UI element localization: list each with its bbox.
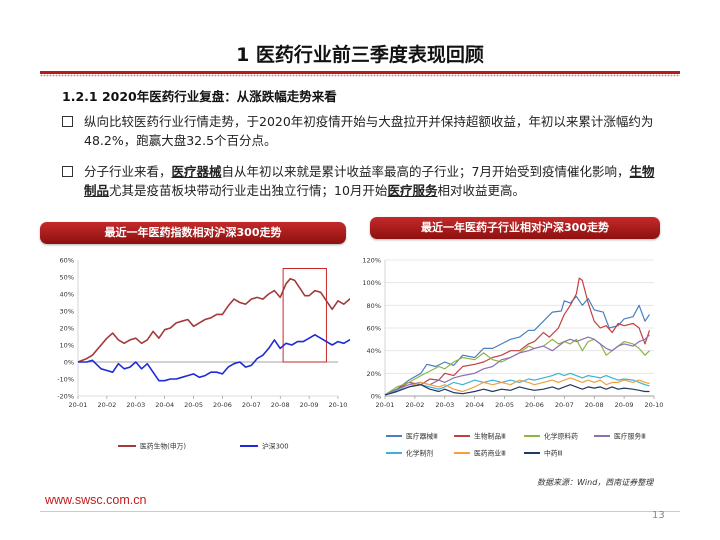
x-tick-label: 20-02 [405, 401, 424, 409]
x-tick-label: 20-01 [69, 401, 88, 409]
x-tick-label: 20-03 [126, 401, 145, 409]
title-divider [40, 71, 680, 74]
bullet-text: 分子行业来看，医疗器械自从年初以来就是累计收益率最高的子行业；7月开始受到疫情催… [84, 162, 662, 200]
x-tick-label: 20-10 [329, 401, 348, 409]
y-tick-label: 100% [362, 279, 381, 287]
legend-label: 医药商业Ⅲ [474, 449, 506, 458]
source-note: 数据来源：Wind，西南证券整理 [537, 478, 654, 487]
page-title: 1 医药行业前三季度表现回顾 [236, 44, 484, 66]
y-tick-label: 30% [60, 308, 74, 316]
bullet-text-part: 相对收益更高。 [437, 183, 525, 198]
legend-label: 医疗服务Ⅲ [614, 432, 646, 441]
legend-label: 化学制剂 [406, 449, 433, 458]
right-chart-legend: 医疗器械Ⅲ 生物制品Ⅲ 化学原料药 医疗服务Ⅲ 化学制剂 医药商业Ⅲ 中药Ⅲ [386, 432, 646, 458]
y-tick-label: 20% [367, 370, 381, 378]
y-tick-label: -20% [57, 393, 74, 401]
x-tick-label: 20-07 [555, 401, 574, 409]
section-heading: 1.2.1 2020年医药行业复盘：从涨跌幅走势来看 [62, 89, 337, 104]
right-chart: 0% 20% 40% 60% 80% 100% 120% 20-01 20-02 20-03 20-… [362, 257, 663, 458]
x-tick-label: 20-03 [435, 401, 454, 409]
series-line [384, 295, 651, 396]
page-number: 13 [652, 510, 665, 521]
x-tick-label: 20-08 [585, 401, 604, 409]
x-tick-label: 20-09 [300, 401, 319, 409]
x-tick-label: 20-01 [376, 401, 395, 409]
legend-label: 沪深300 [262, 442, 289, 451]
highlight-medical-services: 医疗服务 [387, 183, 438, 198]
left-chart-lines [77, 268, 350, 382]
left-chart-axes: -20% -10% 0% 10% 20% 30% 40% 50% 60% 20-01 20-02 20… [57, 257, 347, 410]
series-line [384, 372, 650, 396]
right-chart-header: 最近一年医药子行业相对沪深300走势 [370, 217, 660, 241]
y-tick-label: 40% [367, 347, 381, 355]
left-chart-header: 最近一年医药指数相对沪深300走势 [40, 222, 346, 244]
legend-label: 生物制品Ⅲ [474, 432, 506, 441]
square-bullet-icon [62, 166, 73, 177]
legend-label: 化学原料药 [544, 432, 578, 441]
right-chart-lines [384, 277, 651, 396]
y-tick-label: 120% [362, 257, 381, 265]
bullet-text-part: 分子行业来看， [84, 164, 172, 179]
bullet-text: 纵向比较医药行业行情走势，于2020年初疫情开始与大盘拉开并保持超额收益，年初以… [84, 112, 662, 150]
series-line [77, 277, 350, 363]
x-tick-label: 20-04 [155, 401, 174, 409]
bullet-text-part: 自从年初以来就是累计收益率最高的子行业；7月开始受到疫情催化影响， [221, 164, 630, 179]
y-tick-label: 60% [367, 325, 381, 333]
highlight-medical-devices: 医疗器械 [171, 164, 222, 179]
square-bullet-icon [62, 116, 73, 127]
right-chart-grid [385, 259, 654, 397]
series-line [384, 334, 650, 396]
left-chart: -20% -10% 0% 10% 20% 30% 40% 50% 60% 20-01 20-02 20… [57, 257, 350, 451]
x-tick-label: 20-06 [213, 401, 232, 409]
title-divider-dots [40, 74, 680, 77]
y-tick-label: 20% [60, 325, 74, 333]
legend-label: 医药生物(申万) [140, 442, 186, 451]
x-tick-label: 20-08 [271, 401, 290, 409]
series-line [78, 334, 350, 382]
y-tick-label: 0% [64, 359, 74, 367]
bullet-item-1: 纵向比较医药行业行情走势，于2020年初疫情开始与大盘拉开并保持超额收益，年初以… [62, 112, 662, 150]
right-chart-axes: 0% 20% 40% 60% 80% 100% 120% 20-01 20-02 20-03 20-… [362, 257, 663, 410]
right-chart-title: 最近一年医药子行业相对沪深300走势 [370, 217, 660, 239]
x-tick-label: 20-02 [97, 401, 116, 409]
y-tick-label: 60% [60, 257, 74, 265]
legend-label: 医疗器械Ⅲ [406, 432, 438, 441]
bullet-text-part: 尤其是疫苗板块带动行业走出独立行情；10月开始 [109, 183, 388, 198]
x-tick-label: 20-07 [242, 401, 261, 409]
x-tick-label: 20-09 [615, 401, 634, 409]
bullet-text-part: 纵向比较医药行业行情走势，于2020年初疫情开始与大盘拉开并保持超额收益，年初以… [84, 114, 654, 148]
x-tick-label: 20-06 [525, 401, 544, 409]
legend-label: 中药Ⅲ [544, 449, 563, 458]
x-tick-label: 20-10 [645, 401, 664, 409]
y-tick-label: 10% [60, 342, 74, 350]
footer-divider [40, 511, 680, 512]
series-line [384, 377, 650, 396]
series-line [384, 384, 650, 396]
highlight-biologics: 生物制品 [84, 164, 655, 198]
series-line [384, 277, 651, 396]
bullet-item-2: 分子行业来看，医疗器械自从年初以来就是累计收益率最高的子行业；7月开始受到疫情催… [62, 162, 662, 200]
y-tick-label: -10% [57, 376, 74, 384]
y-tick-label: 50% [60, 274, 74, 282]
x-tick-label: 20-05 [495, 401, 514, 409]
highlight-box [282, 268, 327, 363]
footer-url-link[interactable]: www.swsc.com.cn [45, 493, 147, 507]
y-tick-label: 80% [367, 302, 381, 310]
left-chart-legend: 医药生物(申万) 沪深300 [118, 442, 289, 451]
left-chart-title: 最近一年医药指数相对沪深300走势 [40, 222, 346, 244]
y-tick-label: 0% [371, 393, 381, 401]
x-tick-label: 20-04 [465, 401, 484, 409]
x-tick-label: 20-05 [184, 401, 203, 409]
y-tick-label: 40% [60, 291, 74, 299]
